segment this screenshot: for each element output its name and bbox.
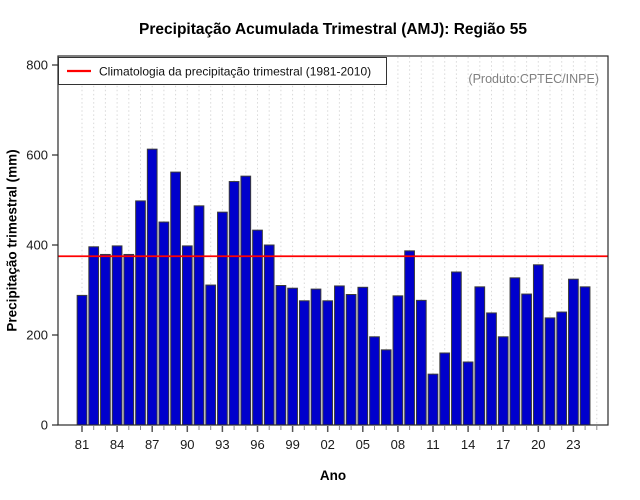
bars	[76, 148, 591, 426]
bar-98	[275, 285, 287, 426]
x-tick-label: 81	[75, 437, 89, 452]
y-tick-label: 600	[26, 148, 48, 163]
bar-92	[205, 284, 217, 426]
legend: Climatologia da precipitação trimestral …	[58, 57, 387, 85]
legend-label: Climatologia da precipitação trimestral …	[99, 65, 371, 79]
y-axis: 0 200 400 600 800	[26, 58, 58, 433]
y-tick-label: 0	[41, 418, 48, 433]
y-tick-label: 400	[26, 238, 48, 253]
bar-03	[334, 285, 345, 426]
bar-00	[298, 300, 310, 426]
bar-04	[345, 294, 357, 426]
x-tick-label: 84	[110, 437, 124, 452]
bar-09	[404, 250, 415, 426]
x-tick-label: 23	[566, 437, 580, 452]
bar-91	[193, 205, 205, 426]
bar-90	[181, 245, 193, 426]
plot-frame	[57, 55, 609, 426]
bar-86	[135, 200, 146, 426]
bar-20	[532, 264, 544, 426]
bar-23	[568, 278, 579, 426]
bar-97	[263, 244, 275, 426]
y-tick-label: 800	[26, 58, 48, 73]
legend-box	[58, 57, 387, 85]
bar-83	[100, 253, 111, 426]
bar-16	[486, 312, 497, 426]
x-tick-label: 90	[180, 437, 194, 452]
bar-19	[521, 293, 532, 426]
bar-84	[111, 245, 123, 426]
bar-05	[357, 286, 369, 426]
x-tick-label: 96	[250, 437, 264, 452]
x-tick-label: 99	[285, 437, 299, 452]
y-axis-title: Precipitação trimestral (mm)	[5, 149, 20, 331]
bar-81	[76, 294, 88, 426]
bar-21	[544, 317, 556, 426]
bar-07	[380, 349, 392, 426]
bar-89	[170, 171, 181, 426]
bar-87	[146, 148, 158, 426]
bar-14	[462, 361, 474, 426]
bar-22	[556, 311, 568, 426]
x-tick-label: 05	[356, 437, 370, 452]
bar-02	[322, 300, 334, 426]
bar-93	[217, 211, 228, 426]
bar-13	[451, 271, 462, 426]
bar-10	[415, 299, 427, 426]
bar-17	[497, 336, 509, 426]
x-axis: 81 84 87 90 93 96 99 02 05 08 11 14 17 20 23	[75, 426, 598, 452]
bar-12	[439, 352, 451, 426]
x-tick-label: 93	[215, 437, 229, 452]
y-tick-label: 200	[26, 328, 48, 343]
x-tick-label: 87	[145, 437, 159, 452]
bar-15	[474, 286, 486, 426]
bar-99	[287, 287, 298, 426]
bar-08	[392, 295, 404, 426]
x-tick-label: 02	[320, 437, 334, 452]
x-tick-label: 20	[531, 437, 545, 452]
chart-title: Precipitação Acumulada Trimestral (AMJ):…	[139, 21, 527, 38]
bar-11	[427, 373, 439, 426]
bar-85	[123, 253, 135, 426]
x-tick-label: 14	[461, 437, 475, 452]
bar-01	[310, 288, 322, 426]
x-axis-title: Ano	[320, 468, 346, 483]
bar-18	[509, 277, 521, 426]
bar-06	[369, 336, 380, 426]
bar-24	[579, 286, 591, 426]
x-tick-label: 08	[391, 437, 405, 452]
bar-88	[158, 221, 170, 426]
x-tick-label: 11	[426, 437, 440, 452]
bar-94	[228, 181, 240, 426]
producer-note: (Produto:CPTEC/INPE)	[468, 72, 599, 86]
bar-96	[252, 229, 263, 426]
bar-95	[240, 175, 252, 426]
x-tick-label: 17	[496, 437, 510, 452]
bar-82	[88, 246, 100, 426]
